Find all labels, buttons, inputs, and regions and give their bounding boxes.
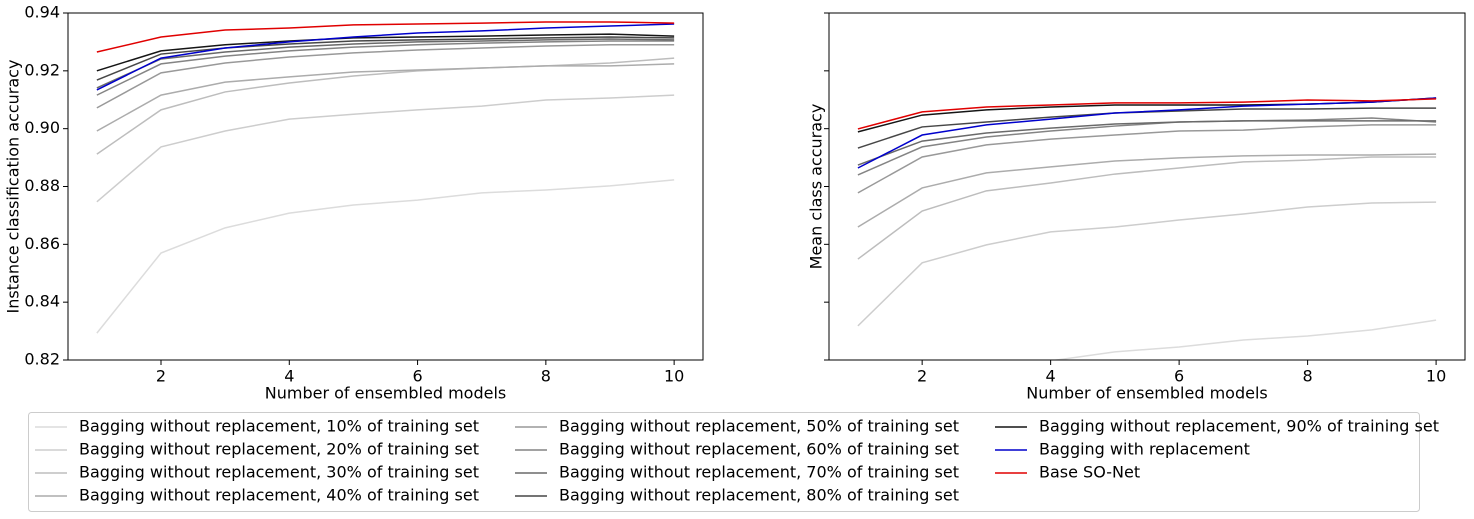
x-tick-label: 2 [156, 367, 166, 386]
legend-label: Bagging without replacement, 50% of trai… [559, 417, 959, 436]
series-line [96, 38, 675, 89]
series-line [96, 36, 675, 81]
legend-label: Base SO-Net [1039, 463, 1140, 482]
series-line [857, 98, 1437, 130]
y-tick-label: 0.84 [24, 292, 60, 311]
series-line [857, 117, 1437, 176]
series-line [96, 33, 675, 72]
series-line [1051, 319, 1437, 360]
x-tick-label: 10 [664, 367, 684, 386]
series-line [857, 124, 1437, 194]
x-tick-label: 6 [1174, 367, 1184, 386]
legend-label: Bagging without replacement, 30% of trai… [79, 463, 479, 482]
series-line [857, 156, 1437, 260]
y-axis-label: Instance classification accuracy [4, 60, 23, 314]
series-line [96, 21, 675, 53]
y-tick-label: 0.92 [24, 60, 60, 79]
axes-frame [828, 12, 1466, 361]
plot-lines [96, 21, 675, 334]
legend-label: Bagging without replacement, 70% of trai… [559, 463, 959, 482]
x-tick-label: 10 [1426, 367, 1446, 386]
x-tick-label: 6 [412, 367, 422, 386]
series-line [96, 94, 675, 203]
x-tick-label: 8 [541, 367, 551, 386]
y-tick-label: 0.94 [24, 3, 60, 22]
y-tick-label: 0.86 [24, 234, 60, 253]
legend-label: Bagging without replacement, 60% of trai… [559, 440, 959, 459]
x-axis-label: Number of ensembled models [265, 384, 506, 403]
series-line [96, 23, 675, 91]
series-line [96, 57, 675, 155]
x-tick-label: 2 [917, 367, 927, 386]
series-line [857, 153, 1437, 228]
legend-label: Bagging without replacement, 80% of trai… [559, 486, 959, 505]
y-tick-label: 0.90 [24, 118, 60, 137]
series-line [857, 97, 1437, 169]
series-line [96, 40, 675, 96]
y-tick-label: 0.82 [24, 350, 60, 369]
series-line [96, 63, 675, 132]
legend-box [28, 412, 1420, 512]
y-tick-label: 0.88 [24, 176, 60, 195]
series-line [96, 44, 675, 109]
x-axis-label: Number of ensembled models [1026, 384, 1267, 403]
series-line [857, 107, 1437, 149]
legend-label: Bagging without replacement, 20% of trai… [79, 440, 479, 459]
x-tick-label: 4 [1046, 367, 1056, 386]
series-line [96, 179, 675, 334]
legend-label: Bagging with replacement [1039, 440, 1250, 459]
series-line [857, 120, 1437, 166]
plot-lines [857, 97, 1437, 360]
legend-label: Bagging without replacement, 10% of trai… [79, 417, 479, 436]
legend-label: Bagging without replacement, 40% of trai… [79, 486, 479, 505]
legend-label: Bagging without replacement, 90% of trai… [1039, 417, 1439, 436]
x-tick-label: 4 [284, 367, 294, 386]
series-line [857, 201, 1437, 327]
x-tick-label: 8 [1303, 367, 1313, 386]
y-axis-label: Mean class accuracy [807, 104, 826, 270]
